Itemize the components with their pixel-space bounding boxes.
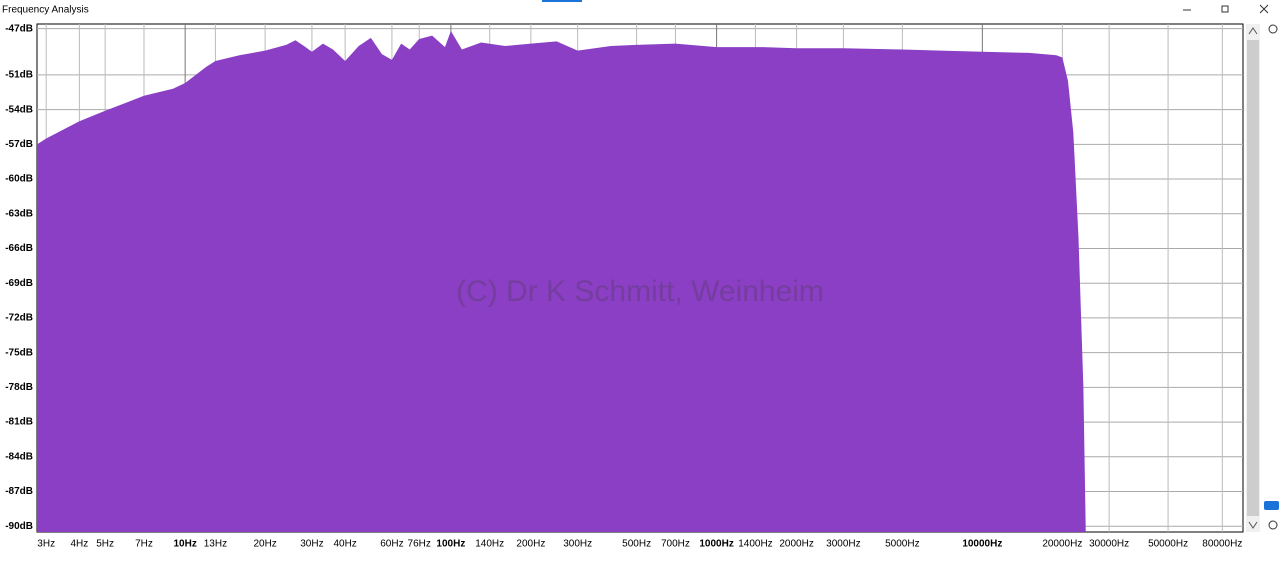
focus-indicator — [542, 0, 582, 2]
y-tick-label: -57dB — [5, 139, 33, 150]
x-tick-label: 40Hz — [333, 539, 356, 550]
x-tick-label: 140Hz — [475, 539, 504, 550]
y-tick-label: -69dB — [5, 278, 33, 289]
y-tick-label: -54dB — [5, 104, 33, 115]
x-tick-label: 500Hz — [622, 539, 651, 550]
zoom-out[interactable] — [1268, 520, 1278, 530]
zoom-in[interactable] — [1268, 24, 1278, 34]
x-tick-label: 10Hz — [173, 539, 196, 550]
watermark: (C) Dr K Schmitt, Weinheim — [456, 275, 824, 308]
y-tick-label: -78dB — [5, 382, 33, 393]
y-tick-label: -47dB — [5, 23, 33, 34]
y-tick-label: -84dB — [5, 451, 33, 462]
x-tick-label: 76Hz — [408, 539, 431, 550]
close-button[interactable] — [1259, 4, 1269, 14]
x-tick-label: 13Hz — [204, 539, 227, 550]
y-tick-label: -66dB — [5, 243, 33, 254]
x-tick-label: 3000Hz — [826, 539, 860, 550]
y-tick-label: -75dB — [5, 347, 33, 358]
x-tick-label: 200Hz — [516, 539, 545, 550]
y-tick-label: -87dB — [5, 486, 33, 497]
scroll-thumb[interactable] — [1247, 40, 1259, 516]
window-title: Frequency Analysis — [2, 5, 89, 16]
x-tick-label: 80000Hz — [1202, 539, 1242, 550]
x-tick-label: 5000Hz — [885, 539, 919, 550]
x-tick-label: 20Hz — [253, 539, 276, 550]
y-tick-label: -72dB — [5, 313, 33, 324]
x-tick-label: 20000Hz — [1042, 539, 1082, 550]
x-tick-label: 100Hz — [436, 539, 465, 550]
x-tick-label: 5Hz — [96, 539, 114, 550]
x-tick-label: 1000Hz — [699, 539, 733, 550]
y-tick-label: -81dB — [5, 417, 33, 428]
restore-button[interactable] — [1221, 5, 1229, 13]
x-tick-label: 7Hz — [135, 539, 153, 550]
y-tick-label: -90dB — [5, 521, 33, 532]
x-tick-label: 50000Hz — [1148, 539, 1188, 550]
y-tick-label: -63dB — [5, 208, 33, 219]
x-tick-label: 700Hz — [661, 539, 690, 550]
scroll-down[interactable] — [1248, 521, 1258, 529]
y-tick-label: -60dB — [5, 174, 33, 185]
x-tick-label: 1400Hz — [738, 539, 772, 550]
zoom-slider[interactable] — [1264, 501, 1279, 510]
x-tick-label: 300Hz — [563, 539, 592, 550]
x-tick-label: 30000Hz — [1089, 539, 1129, 550]
scroll-up[interactable] — [1248, 27, 1258, 35]
x-tick-label: 60Hz — [380, 539, 403, 550]
y-tick-label: -51dB — [5, 70, 33, 81]
x-tick-label: 2000Hz — [779, 539, 813, 550]
title-bar — [0, 0, 1280, 20]
x-tick-label: 30Hz — [300, 539, 323, 550]
x-tick-label: 10000Hz — [962, 539, 1002, 550]
x-tick-label: 3Hz — [37, 539, 55, 550]
spectrum-area — [37, 30, 1086, 532]
x-tick-label: 4Hz — [71, 539, 89, 550]
